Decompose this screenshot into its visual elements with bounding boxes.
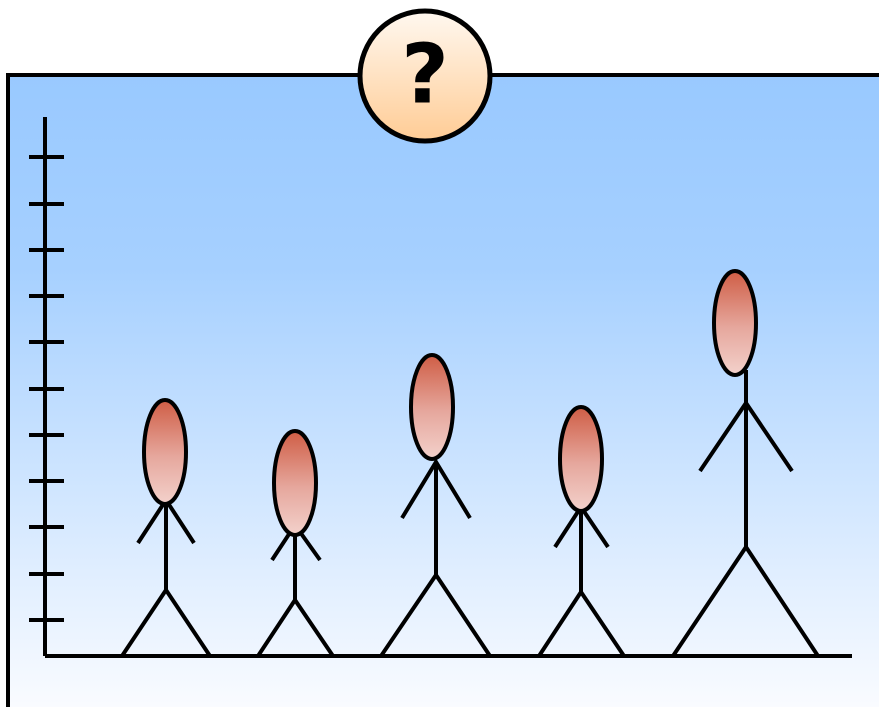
- figure: [671, 269, 820, 658]
- figure-head: [272, 429, 318, 537]
- figure-head: [558, 405, 604, 513]
- figure: [537, 405, 626, 658]
- figure-head: [409, 353, 455, 461]
- figure-head: [142, 398, 188, 506]
- badge-circle: [357, 8, 493, 144]
- height-axis: [29, 117, 852, 658]
- figure: [379, 353, 492, 658]
- panel-border: [6, 73, 879, 707]
- axis-ticks: [29, 155, 64, 622]
- figure-head: [712, 269, 758, 377]
- figure-body: [671, 370, 820, 658]
- figure-body: [379, 458, 492, 658]
- badge-symbol: ?: [401, 27, 449, 122]
- question-badge: ?: [357, 8, 493, 144]
- figure: [120, 398, 212, 658]
- figure: [256, 429, 335, 658]
